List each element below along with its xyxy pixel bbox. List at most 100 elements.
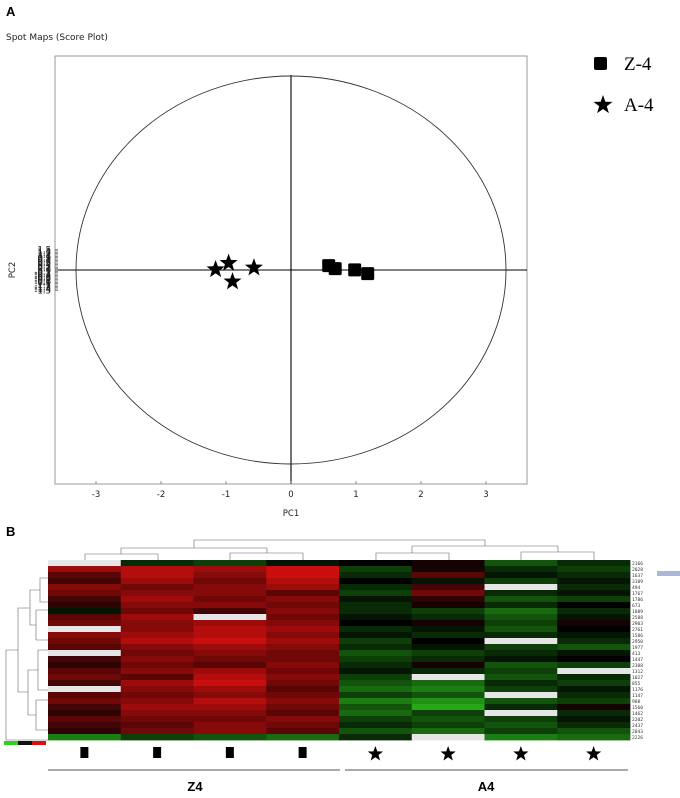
heatmap-cell [193, 602, 267, 609]
z4-point [361, 267, 375, 281]
heatmap-cell [48, 638, 122, 645]
heatmap-cell [120, 698, 194, 705]
heatmap-cell [411, 638, 485, 645]
heatmap-cell [339, 644, 413, 651]
heatmap-cell [193, 728, 267, 735]
y-tick-label: 0.3 [37, 262, 51, 272]
heatmap-cell [339, 572, 413, 579]
heatmap-cell [193, 680, 267, 687]
heatmap-cell [339, 638, 413, 645]
heatmap-cell [266, 560, 340, 567]
heatmap-cell [484, 590, 558, 597]
group-label-a4: A4 [478, 779, 495, 794]
heatmap-cell [120, 572, 194, 579]
heatmap-cell [266, 614, 340, 621]
y-tick-label: -0.3 [34, 270, 51, 280]
heatmap-cell [339, 560, 413, 567]
heatmap-row-label: 1786 [632, 597, 643, 603]
y-tick-label: 0.5 [37, 259, 51, 269]
y-tick-labels: 1.51.41.31.21.110.90.80.70.60.50.40.30.2… [34, 246, 58, 296]
heatmap-cell [193, 584, 267, 591]
heatmap-cell [557, 650, 631, 657]
heatmap-cell [557, 572, 631, 579]
heatmap-cell [484, 710, 558, 717]
y-tick-label: -0.4 [34, 271, 51, 281]
y-tick-label: -0.1 [34, 267, 51, 277]
heatmap-row-label: 1560 [632, 705, 643, 711]
heatmap-row-label: 673 [632, 603, 641, 609]
heatmap-cell [411, 578, 485, 585]
heatmap-cell [484, 692, 558, 699]
heatmap-cell [557, 644, 631, 651]
heatmap-row-label: 2043 [632, 729, 643, 735]
heatmap-cell [557, 614, 631, 621]
heatmap-cell [193, 596, 267, 603]
heatmap-cell [48, 626, 122, 633]
heatmap-cell [411, 728, 485, 735]
heatmap-cell [411, 710, 485, 717]
heatmap-cell [48, 614, 122, 621]
heatmap-cell [339, 614, 413, 621]
heatmap-cell [48, 710, 122, 717]
heatmap-row-label: 2903 [632, 621, 643, 627]
y-tick-label: 1.1 [37, 251, 51, 261]
heatmap-cell [120, 638, 194, 645]
heatmap-cell [48, 566, 122, 573]
heatmap-cell [193, 578, 267, 585]
y-tick-label: -0.8 [34, 277, 51, 287]
heatmap-cell [48, 578, 122, 585]
heatmap-cell [557, 698, 631, 705]
y-axis-label: PC2 [8, 262, 18, 278]
heatmap-cell [266, 716, 340, 723]
heatmap-cell [339, 692, 413, 699]
heatmap-cell [557, 656, 631, 663]
heatmap-cell [266, 668, 340, 675]
heatmap-cell [48, 650, 122, 657]
heatmap-cell [339, 596, 413, 603]
heatmap-cell [120, 686, 194, 693]
legend-square-marker [594, 57, 607, 70]
heatmap-cell [120, 668, 194, 675]
heatmap-row-label: 1977 [632, 645, 643, 651]
heatmap-cell [411, 614, 485, 621]
heatmap-row-label: 855 [632, 681, 641, 687]
heatmap-cell [411, 680, 485, 687]
heatmap-cell [411, 716, 485, 723]
heatmap-cell [557, 578, 631, 585]
heatmap-cell [120, 608, 194, 615]
heatmap-cell [339, 722, 413, 729]
heatmap-cell [411, 620, 485, 627]
heatmap-cell [266, 572, 340, 579]
heatmap-cell [339, 656, 413, 663]
a4-column-marker [367, 746, 383, 761]
heatmap-cell [120, 728, 194, 735]
heatmap-row-label: 2588 [632, 615, 643, 621]
data-points [206, 253, 375, 290]
heatmap-cell [266, 710, 340, 717]
heatmap-cell [411, 662, 485, 669]
heatmap-cell [193, 656, 267, 663]
heatmap-cell [193, 632, 267, 639]
heatmap-cell [557, 620, 631, 627]
z4-column-marker [298, 747, 307, 758]
heatmap-cell [411, 734, 485, 741]
heatmap-cell [48, 608, 122, 615]
heatmap-cell [484, 686, 558, 693]
x-tick-label: -3 [92, 490, 100, 500]
heatmap-cell [339, 578, 413, 585]
heatmap-cell [339, 734, 413, 741]
heatmap-cell [557, 566, 631, 573]
heatmap-cell [266, 692, 340, 699]
heatmap-cell [411, 722, 485, 729]
heatmap-cell [266, 578, 340, 585]
heatmap-cell [557, 632, 631, 639]
heatmap-cell [339, 650, 413, 657]
heatmap-cell [266, 632, 340, 639]
heatmap-cell [193, 572, 267, 579]
color-scale-bar [4, 741, 46, 745]
heatmap-cell [120, 716, 194, 723]
heatmap-cell [120, 644, 194, 651]
a4-point [219, 253, 238, 271]
y-tick-label: -1.1 [34, 281, 51, 291]
